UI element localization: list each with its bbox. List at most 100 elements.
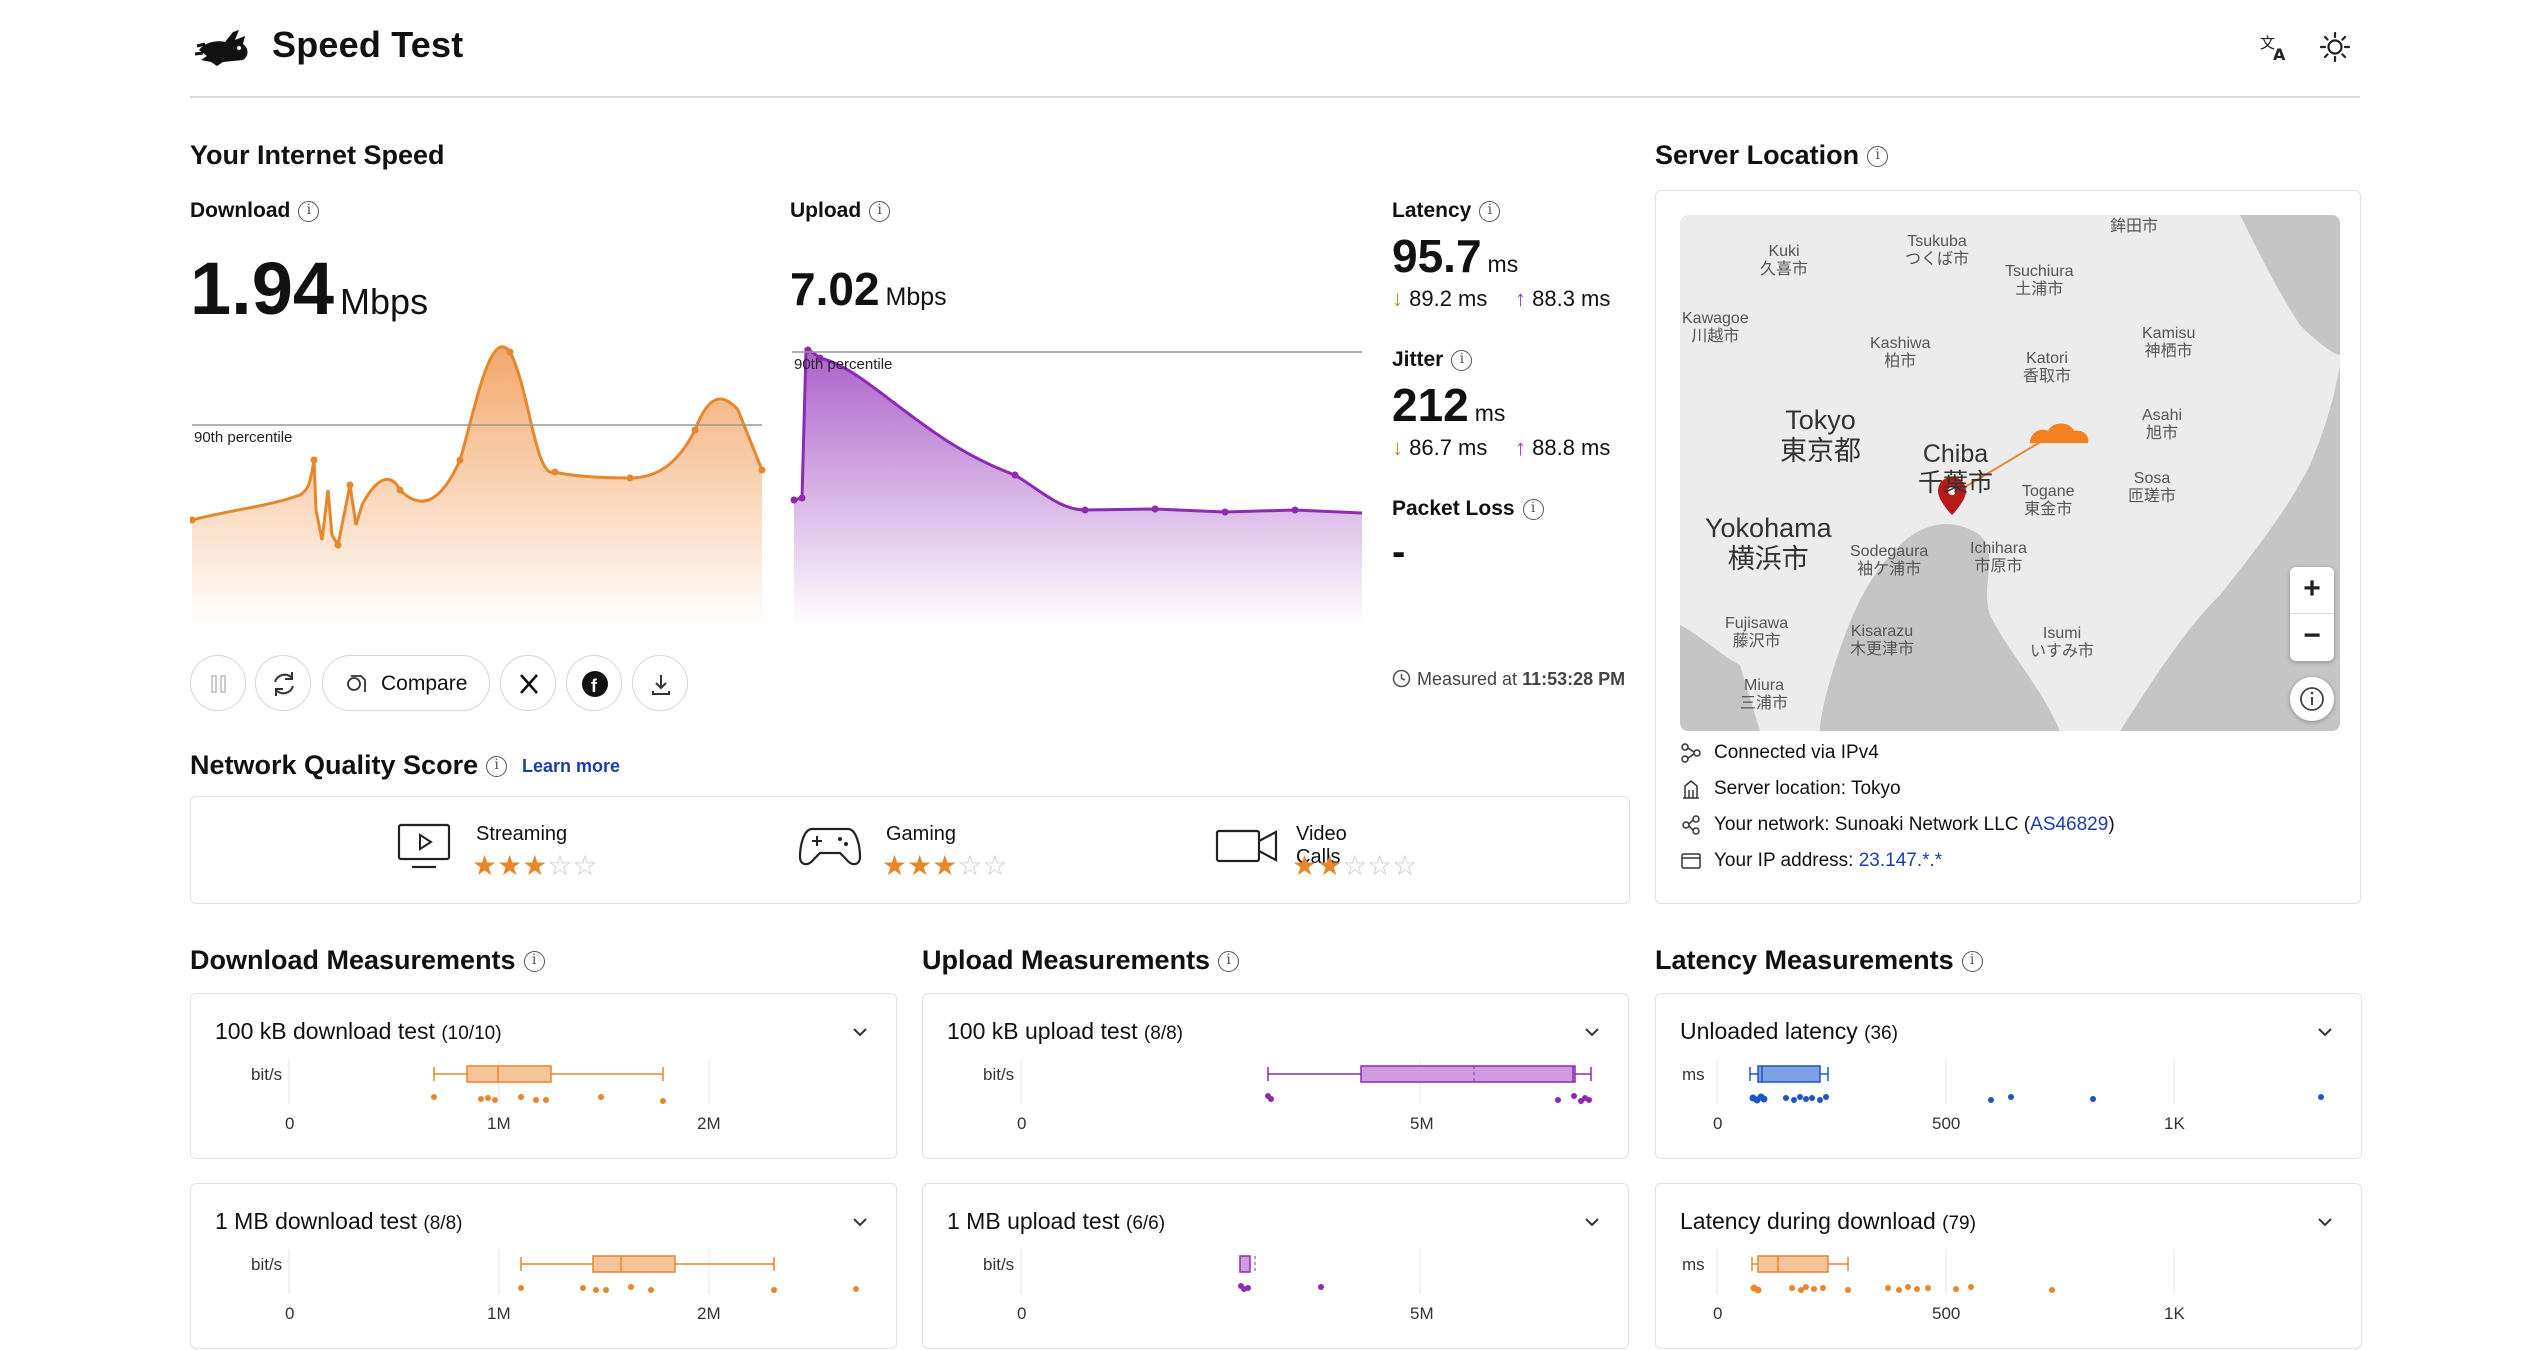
info-icon[interactable]: i bbox=[1479, 200, 1501, 222]
latency-down-value: 89.2 ms bbox=[1409, 286, 1488, 311]
upload-measurements-title: Upload Measurements i bbox=[922, 945, 1240, 976]
map-label: Togane 東金市 bbox=[2022, 483, 2075, 519]
info-icon[interactable]: i bbox=[869, 200, 891, 222]
header: Speed Test 文 A bbox=[190, 0, 2360, 98]
server-map[interactable]: Kuki 久喜市 Tsukuba つくば市 鉾田市 Tsuchiura 土浦市 Kaw… bbox=[1680, 215, 2340, 731]
share-x-button[interactable] bbox=[500, 655, 556, 711]
quality-section-title-text: Network Quality Score bbox=[190, 750, 479, 780]
info-icon[interactable]: i bbox=[298, 200, 320, 222]
jitter-label: Jitter i bbox=[1392, 348, 1473, 372]
tick-label: 1K bbox=[2164, 1114, 2185, 1133]
info-icon[interactable]: i bbox=[523, 951, 545, 973]
axis-unit: ms bbox=[1682, 1065, 1705, 1084]
tick-label: 2M bbox=[697, 1114, 721, 1133]
star-rating: ★★☆☆☆ bbox=[1292, 850, 1418, 881]
zoom-in-button[interactable]: + bbox=[2303, 572, 2321, 605]
map-label: Asahi 旭市 bbox=[2142, 407, 2183, 443]
tick-label: 5M bbox=[1410, 1114, 1434, 1133]
share-facebook-button[interactable]: f bbox=[566, 655, 622, 711]
download-value: 1.94 Mbps bbox=[190, 246, 428, 331]
restart-button[interactable] bbox=[255, 655, 311, 711]
chevron-down-icon[interactable] bbox=[2315, 1022, 2335, 1042]
map-label: Sodegaura 袖ケ浦市 bbox=[1850, 543, 1929, 579]
compare-button[interactable]: Compare bbox=[322, 655, 490, 711]
axis-unit: bit/s bbox=[251, 1255, 283, 1274]
ip-value: 23.147.*.* bbox=[1858, 850, 1943, 871]
upload-measurements-title-text: Upload Measurements bbox=[922, 945, 1211, 975]
info-icon[interactable]: i bbox=[1451, 349, 1473, 371]
chevron-down-icon[interactable] bbox=[1582, 1212, 1602, 1232]
latency-label-text: Latency bbox=[1392, 199, 1472, 222]
jitter-unit: ms bbox=[1474, 400, 1506, 426]
ip-address-text: Your IP address: 23.147.*.* bbox=[1714, 850, 1942, 872]
upload-area bbox=[794, 350, 1362, 620]
rabbit-logo[interactable] bbox=[195, 24, 253, 68]
pause-button[interactable] bbox=[190, 655, 246, 711]
zoom-out-button[interactable]: − bbox=[2290, 613, 2334, 659]
arrow-up-icon: ↑ bbox=[1515, 286, 1526, 311]
latency-down: ↓ 89.2 ms bbox=[1392, 286, 1487, 312]
your-network-text: Your network: Sunoaki Network LLC (AS468… bbox=[1714, 814, 2115, 836]
map-label: Fujisawa 藤沢市 bbox=[1725, 615, 1789, 651]
share-nodes-icon bbox=[1682, 815, 1700, 835]
learn-more-link[interactable]: Learn more bbox=[522, 756, 621, 776]
sun-icon[interactable] bbox=[2318, 30, 2352, 64]
map-label: Tokyo 東京都 bbox=[1780, 405, 1861, 467]
info-icon[interactable]: i bbox=[486, 756, 508, 778]
svg-text:文: 文 bbox=[2260, 34, 2275, 52]
map-water bbox=[1680, 215, 2340, 731]
download-number: 1.94 bbox=[190, 247, 335, 330]
measurement-title-text: Unloaded latency bbox=[1680, 1018, 1858, 1044]
tick-label: 0 bbox=[285, 1304, 295, 1323]
download-results-button[interactable] bbox=[632, 655, 688, 711]
jitter-up-value: 88.8 ms bbox=[1532, 435, 1611, 460]
network-name: Sunoaki Network LLC ( bbox=[1834, 814, 2031, 835]
info-icon[interactable]: i bbox=[1961, 951, 1983, 973]
server-section-title-text: Server Location bbox=[1655, 140, 1860, 170]
info-icon[interactable]: i bbox=[1867, 146, 1889, 168]
chevron-down-icon[interactable] bbox=[1582, 1022, 1602, 1042]
download-measurements-title: Download Measurements i bbox=[190, 945, 545, 976]
id-card-icon bbox=[1681, 853, 1701, 869]
tick-label: 1K bbox=[2164, 1304, 2185, 1323]
chevron-down-icon[interactable] bbox=[850, 1212, 870, 1232]
packet-loss-label-text: Packet Loss bbox=[1392, 497, 1515, 520]
connected-via-text: Connected via IPv4 bbox=[1714, 742, 1879, 763]
building-icon bbox=[1683, 780, 1699, 799]
chevron-down-icon[interactable] bbox=[850, 1022, 870, 1042]
quality-card: Streaming ★★★☆☆ Gaming ★★★☆☆ Video Calls… bbox=[190, 796, 1630, 904]
map-label: Kisarazu 木更津市 bbox=[1850, 623, 1915, 659]
tick-label: 0 bbox=[285, 1114, 295, 1133]
server-location-value: Tokyo bbox=[1850, 778, 1901, 799]
map-label: 鉾田市 bbox=[2110, 218, 2159, 235]
measurement-card-unloaded-latency[interactable]: Unloaded latency (36) ms 0 500 1K bbox=[1655, 993, 2362, 1159]
latency-measurements-title: Latency Measurements i bbox=[1655, 945, 1983, 976]
info-icon[interactable]: i bbox=[1522, 498, 1544, 520]
download-chart: 90th percentile bbox=[190, 345, 766, 620]
boxplot-chart bbox=[1716, 1059, 2324, 1104]
jitter-number: 212 bbox=[1392, 379, 1469, 431]
info-icon[interactable]: i bbox=[1218, 951, 1240, 973]
latency-label: Latency i bbox=[1392, 199, 1501, 223]
map-label: Katori 香取市 bbox=[2023, 350, 2072, 386]
upload-label: Upload i bbox=[790, 199, 891, 223]
measurement-title: 1 MB download test (8/8) bbox=[215, 1208, 462, 1235]
measurement-card-1mb-upload[interactable]: 1 MB upload test (6/6) bit/s 0 5M bbox=[922, 1183, 1629, 1349]
arrow-up-icon: ↑ bbox=[1515, 435, 1526, 460]
measurement-title: Latency during download (79) bbox=[1680, 1208, 1976, 1235]
your-network-label: Your network: bbox=[1714, 814, 1830, 835]
measurement-card-latency-during-download[interactable]: Latency during download (79) ms 0 500 1K bbox=[1655, 1183, 2362, 1349]
chevron-down-icon[interactable] bbox=[2315, 1212, 2335, 1232]
svg-text:A: A bbox=[2273, 45, 2286, 64]
measurement-title: Unloaded latency (36) bbox=[1680, 1018, 1898, 1045]
map-label: Chiba 千葉市 bbox=[1918, 440, 1994, 497]
translate-icon[interactable]: 文 A bbox=[2258, 30, 2292, 64]
measurement-card-1mb-download[interactable]: 1 MB download test (8/8) bit/s 0 1M 2M bbox=[190, 1183, 897, 1349]
server-section-title: Server Location i bbox=[1655, 140, 1889, 171]
map-info-button[interactable] bbox=[2290, 677, 2334, 721]
measurement-card-100kb-upload[interactable]: 100 kB upload test (8/8) bit/s 0 5M bbox=[922, 993, 1629, 1159]
pause-icon bbox=[211, 675, 226, 693]
map-label: Tsuchiura 土浦市 bbox=[2005, 263, 2074, 299]
measurement-card-100kb-download[interactable]: 100 kB download test (10/10) bit/s 0 1M … bbox=[190, 993, 897, 1159]
asn-link[interactable]: AS46829 bbox=[2030, 814, 2109, 835]
